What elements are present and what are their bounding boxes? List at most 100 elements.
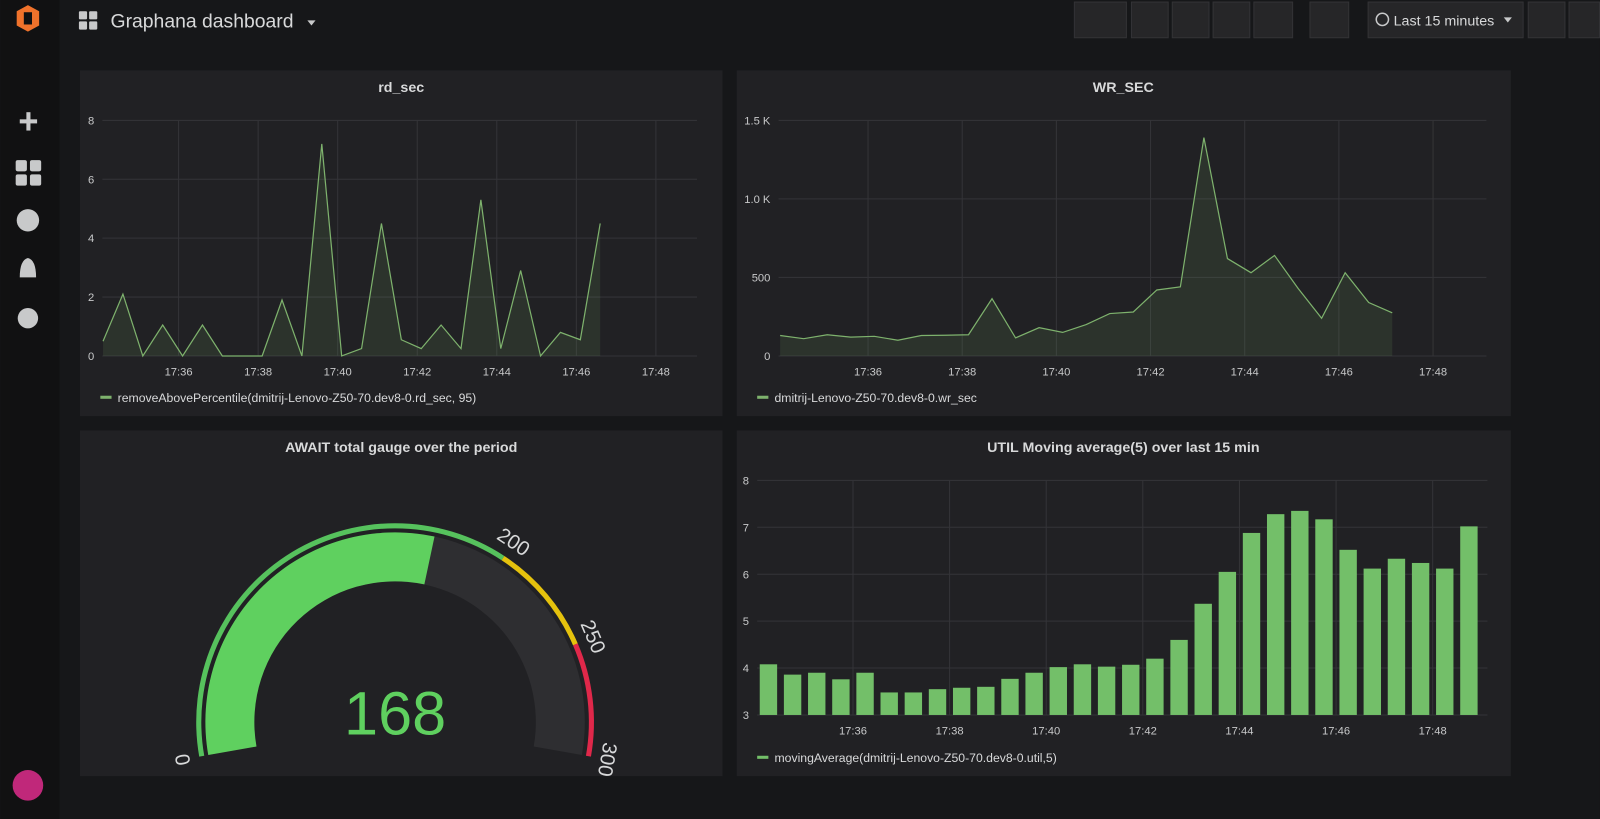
refresh-button[interactable] (1568, 1, 1600, 39)
panel (736, 430, 1511, 777)
settings-icon[interactable] (17, 308, 39, 329)
x-tick-label: 17:36 (839, 725, 867, 737)
bar (1460, 526, 1478, 715)
y-tick-label: 2 (88, 292, 94, 304)
y-tick-label: 8 (88, 115, 94, 127)
alerts-icon[interactable] (19, 258, 37, 278)
bar (1170, 639, 1188, 715)
y-tick-label: 6 (743, 569, 749, 581)
bar (1001, 678, 1019, 715)
legend-swatch (757, 395, 769, 399)
x-tick-label: 17:44 (1225, 725, 1253, 737)
bar (1194, 603, 1212, 715)
x-tick-label: 17:42 (403, 366, 431, 378)
x-tick-label: 17:40 (1032, 725, 1060, 737)
bar (977, 686, 995, 715)
x-tick-label: 17:38 (244, 366, 272, 378)
x-tick-label: 17:48 (1419, 725, 1447, 737)
dashboard-icon (78, 11, 98, 30)
threshold-band (573, 643, 594, 757)
settings-button[interactable] (1253, 1, 1294, 39)
star-button[interactable] (1130, 1, 1169, 39)
y-tick-label: 0 (88, 351, 94, 363)
bar (1218, 571, 1237, 715)
bar (1339, 549, 1357, 715)
bar (1122, 664, 1140, 715)
bar (1242, 532, 1261, 715)
series-area (780, 137, 1393, 356)
bar (952, 687, 971, 715)
series-area (103, 143, 601, 356)
legend-label: dmitrij-Lenovo-Z50-70.dev8-0.wr_sec (775, 391, 977, 405)
gauge-tick-label: 0 (172, 752, 196, 767)
bar (856, 672, 874, 715)
bar (1315, 519, 1333, 715)
clock-icon (1375, 12, 1390, 27)
logo[interactable] (16, 5, 40, 32)
x-tick-label: 17:42 (1137, 366, 1165, 378)
bar (1073, 664, 1092, 715)
y-tick-label: 500 (752, 272, 771, 284)
x-tick-label: 17:46 (1325, 366, 1353, 378)
gauge-value-label: 168 (344, 679, 446, 747)
y-tick-label: 7 (743, 522, 749, 534)
user-avatar[interactable] (12, 770, 44, 801)
bar (1025, 672, 1043, 715)
x-tick-label: 17:48 (1419, 366, 1447, 378)
legend-swatch (757, 755, 769, 759)
x-tick-label: 17:48 (642, 366, 670, 378)
y-tick-label: 4 (743, 663, 749, 675)
x-tick-label: 17:44 (1231, 366, 1259, 378)
bar (1097, 666, 1116, 715)
legend-label: movingAverage(dmitrij-Lenovo-Z50-70.dev8… (775, 751, 1057, 765)
bar (759, 664, 778, 715)
series-line (780, 137, 1393, 341)
panel (79, 70, 723, 417)
x-tick-label: 17:44 (483, 366, 511, 378)
sidebar (0, 0, 60, 819)
bar (1146, 658, 1164, 715)
bar (904, 692, 923, 715)
zoom-out-button[interactable] (1527, 1, 1566, 39)
panel (736, 70, 1511, 417)
title-caret[interactable] (307, 20, 316, 26)
x-tick-label: 17:46 (562, 366, 590, 378)
time-caret (1503, 17, 1512, 23)
threshold-band (501, 555, 578, 646)
x-tick-label: 17:38 (948, 366, 976, 378)
y-tick-label: 1.0 K (744, 194, 771, 206)
dashboards-icon[interactable] (15, 160, 42, 186)
dashboard-title[interactable]: Graphana dashboard (111, 11, 294, 33)
bar (1387, 558, 1406, 715)
y-tick-label: 8 (743, 475, 749, 487)
explore-icon[interactable] (16, 209, 40, 232)
bar (832, 679, 850, 715)
bar (1436, 568, 1454, 715)
time-picker[interactable] (1367, 1, 1524, 39)
series-line (102, 143, 601, 358)
y-tick-label: 4 (88, 233, 94, 245)
panel-title: WR_SEC (1093, 80, 1154, 96)
bar (880, 692, 898, 715)
tv-mode-button[interactable] (1309, 1, 1350, 39)
bar (783, 674, 802, 715)
save-button[interactable] (1212, 1, 1251, 39)
bar (1049, 667, 1067, 715)
x-tick-label: 17:40 (324, 366, 352, 378)
gauge-value (205, 532, 435, 756)
y-tick-label: 5 (743, 616, 749, 628)
y-tick-label: 1.5 K (744, 115, 771, 127)
y-tick-label: 3 (743, 710, 749, 722)
add-panel-button[interactable] (1073, 1, 1127, 39)
bar (1266, 514, 1285, 715)
x-tick-label: 17:46 (1322, 725, 1350, 737)
bar (1411, 562, 1430, 715)
time-range[interactable]: Last 15 minutes (1394, 13, 1495, 29)
share-button[interactable] (1171, 1, 1210, 39)
bar (1291, 510, 1309, 715)
legend-label: removeAbovePercentile(dmitrij-Lenovo-Z50… (118, 391, 477, 405)
add-icon[interactable] (19, 112, 38, 131)
y-tick-label: 6 (88, 174, 94, 186)
